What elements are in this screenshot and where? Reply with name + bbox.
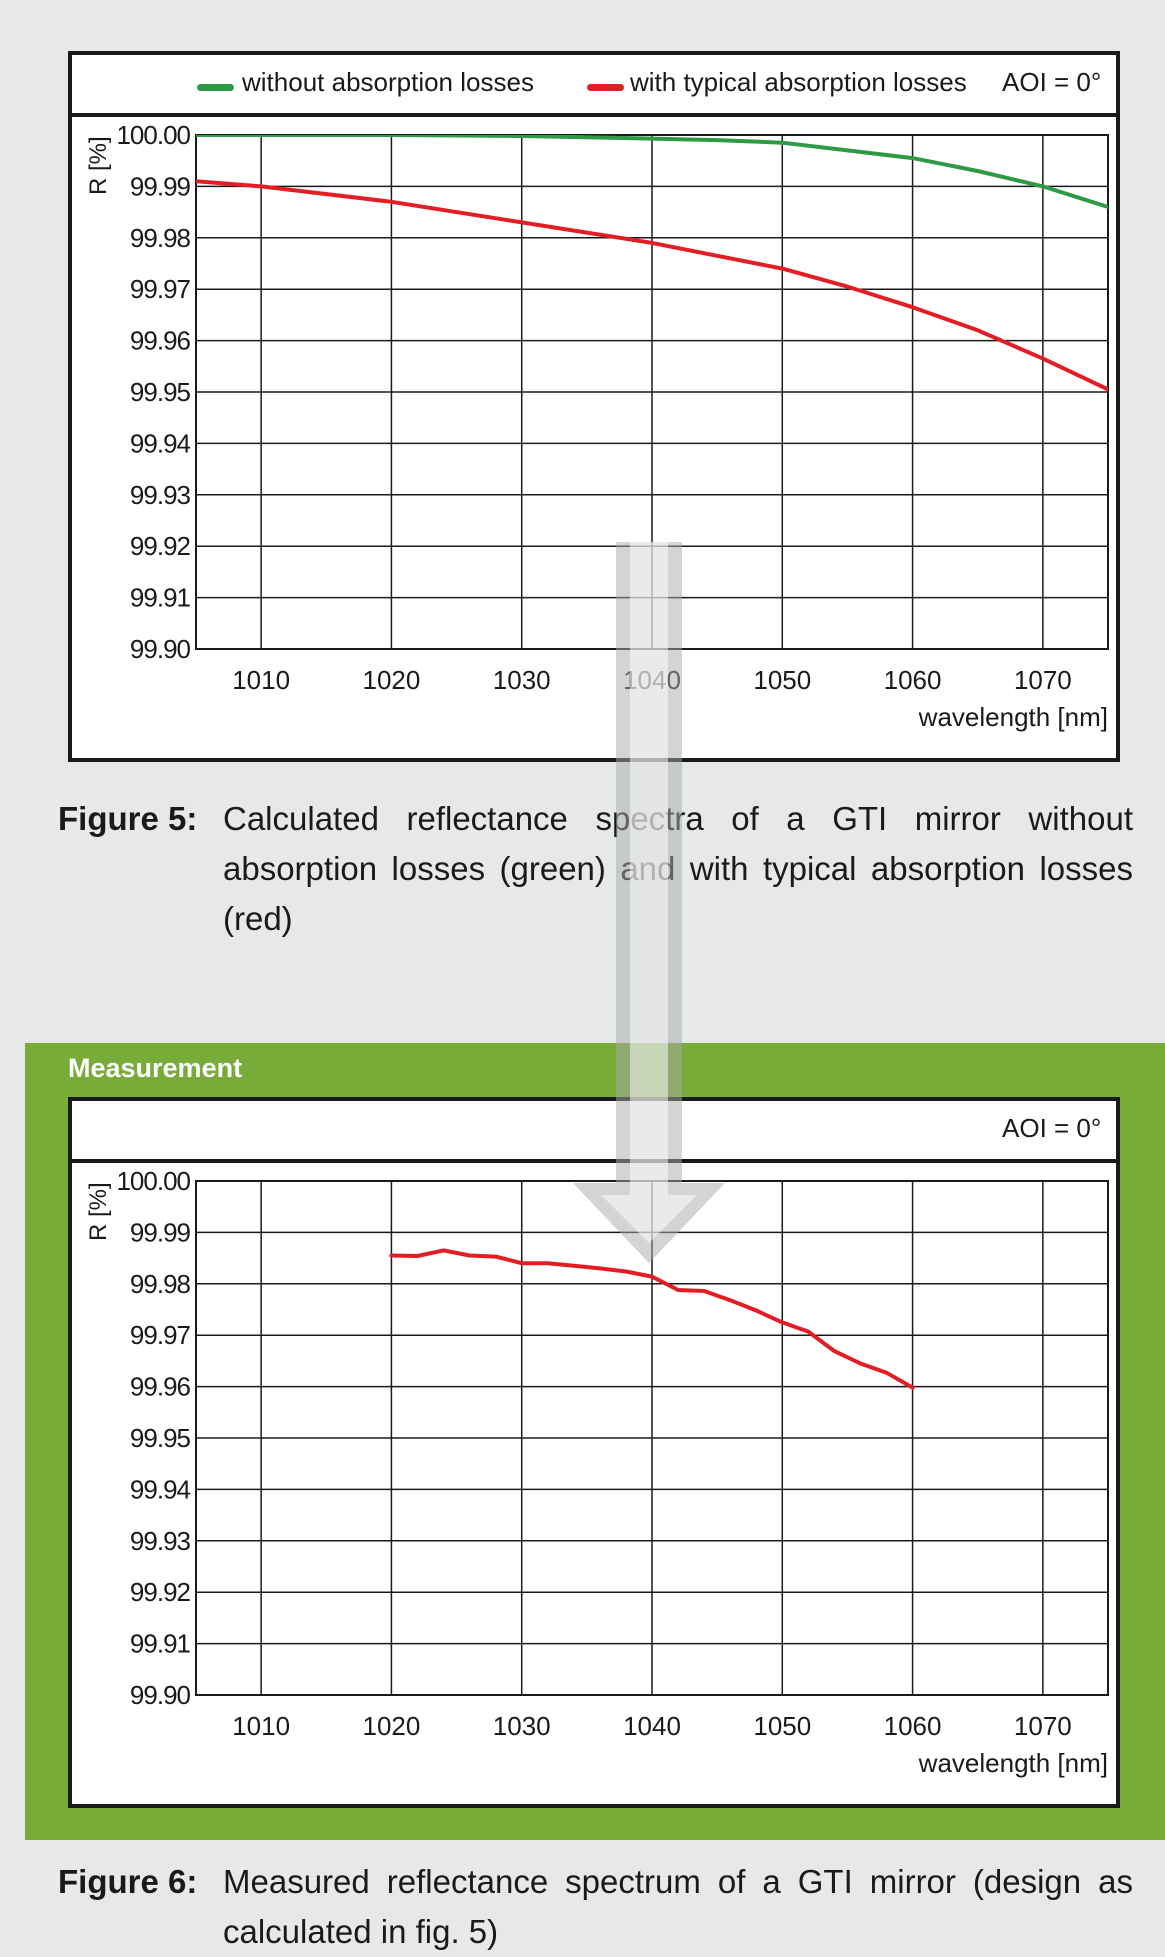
y-tick-label: 99.91 — [130, 583, 191, 613]
series-line-0 — [196, 135, 1108, 209]
legend-swatch-red — [587, 84, 624, 91]
figure5-caption-text: Calculated reflectance spectra of a GTI … — [223, 800, 1133, 937]
y-tick-label: 99.97 — [130, 1320, 191, 1350]
x-tick-label: 1070 — [1014, 1711, 1072, 1741]
figure6-header: AOI = 0° — [72, 1101, 1116, 1163]
figure6-panel: AOI = 0° 100.00 99.99 99.98 99.97 99.96 99.95… — [68, 1097, 1120, 1808]
figure5-legend: without absorption losses with typical a… — [72, 55, 1116, 117]
x-tick-label: 1010 — [232, 1711, 290, 1741]
x-tick-label: 1030 — [493, 665, 551, 695]
figure6-chart: 100.00 99.99 99.98 99.97 99.96 99.95 99.94 99.9… — [85, 1166, 1109, 1778]
aoi-label: AOI = 0° — [1002, 67, 1102, 97]
aoi-label: AOI = 0° — [1002, 1113, 1102, 1143]
y-tick-label: 99.94 — [130, 1474, 191, 1504]
x-axis-label: wavelength [nm] — [918, 1748, 1108, 1778]
x-axis-label: wavelength [nm] — [918, 702, 1108, 732]
x-tick-label: 1020 — [363, 665, 421, 695]
y-axis-label: R [%] — [85, 1182, 112, 1241]
x-tick-label: 1070 — [1014, 665, 1072, 695]
y-tick-label: 99.99 — [130, 171, 191, 201]
y-tick-label: 99.98 — [130, 223, 191, 253]
y-tick-label: 99.92 — [130, 1577, 191, 1607]
y-tick-label: 99.92 — [130, 531, 191, 561]
x-tick-label: 1050 — [753, 665, 811, 695]
measurement-label: Measurement — [68, 1053, 243, 1083]
y-tick-label: 99.93 — [130, 1526, 191, 1556]
x-tick-label: 1040 — [623, 665, 681, 695]
figure5-panel: without absorption losses with typical a… — [68, 51, 1120, 762]
y-tick-label: 99.95 — [130, 1423, 191, 1453]
y-tick-label: 99.96 — [130, 326, 191, 356]
figure5-caption-label: Figure 5: — [58, 800, 198, 837]
figure5-chart: 100.00 99.99 99.98 99.97 99.96 99.95 99.94 99.9… — [85, 120, 1109, 732]
y-tick-label: 99.94 — [130, 428, 191, 458]
legend-label-with-losses: with typical absorption losses — [630, 67, 967, 97]
y-tick-label: 99.90 — [130, 634, 191, 664]
legend-swatch-green — [197, 84, 234, 91]
series-line-1 — [196, 179, 1108, 392]
y-tick-label: 100.00 — [116, 1166, 190, 1196]
x-tick-label: 1010 — [232, 665, 290, 695]
x-tick-label: 1030 — [493, 1711, 551, 1741]
y-tick-label: 99.91 — [130, 1629, 191, 1659]
legend-label-without-losses: without absorption losses — [242, 67, 534, 97]
y-tick-label: 99.96 — [130, 1372, 191, 1402]
figure6-caption-label: Figure 6: — [58, 1863, 198, 1900]
x-tick-label: 1020 — [363, 1711, 421, 1741]
y-tick-label: 100.00 — [116, 120, 190, 150]
y-tick-label: 99.97 — [130, 274, 191, 304]
x-tick-label: 1050 — [753, 1711, 811, 1741]
x-tick-label: 1040 — [623, 1711, 681, 1741]
y-tick-label: 99.93 — [130, 480, 191, 510]
y-tick-label: 99.95 — [130, 377, 191, 407]
series-line-0 — [389, 1248, 915, 1390]
y-tick-label: 99.90 — [130, 1680, 191, 1710]
y-tick-label: 99.98 — [130, 1269, 191, 1299]
y-tick-label: 99.99 — [130, 1217, 191, 1247]
y-axis-label: R [%] — [85, 136, 112, 195]
x-tick-label: 1060 — [884, 1711, 942, 1741]
x-tick-label: 1060 — [884, 665, 942, 695]
figure6-caption-text: Measured reflectance spectrum of a GTI m… — [223, 1863, 1133, 1950]
